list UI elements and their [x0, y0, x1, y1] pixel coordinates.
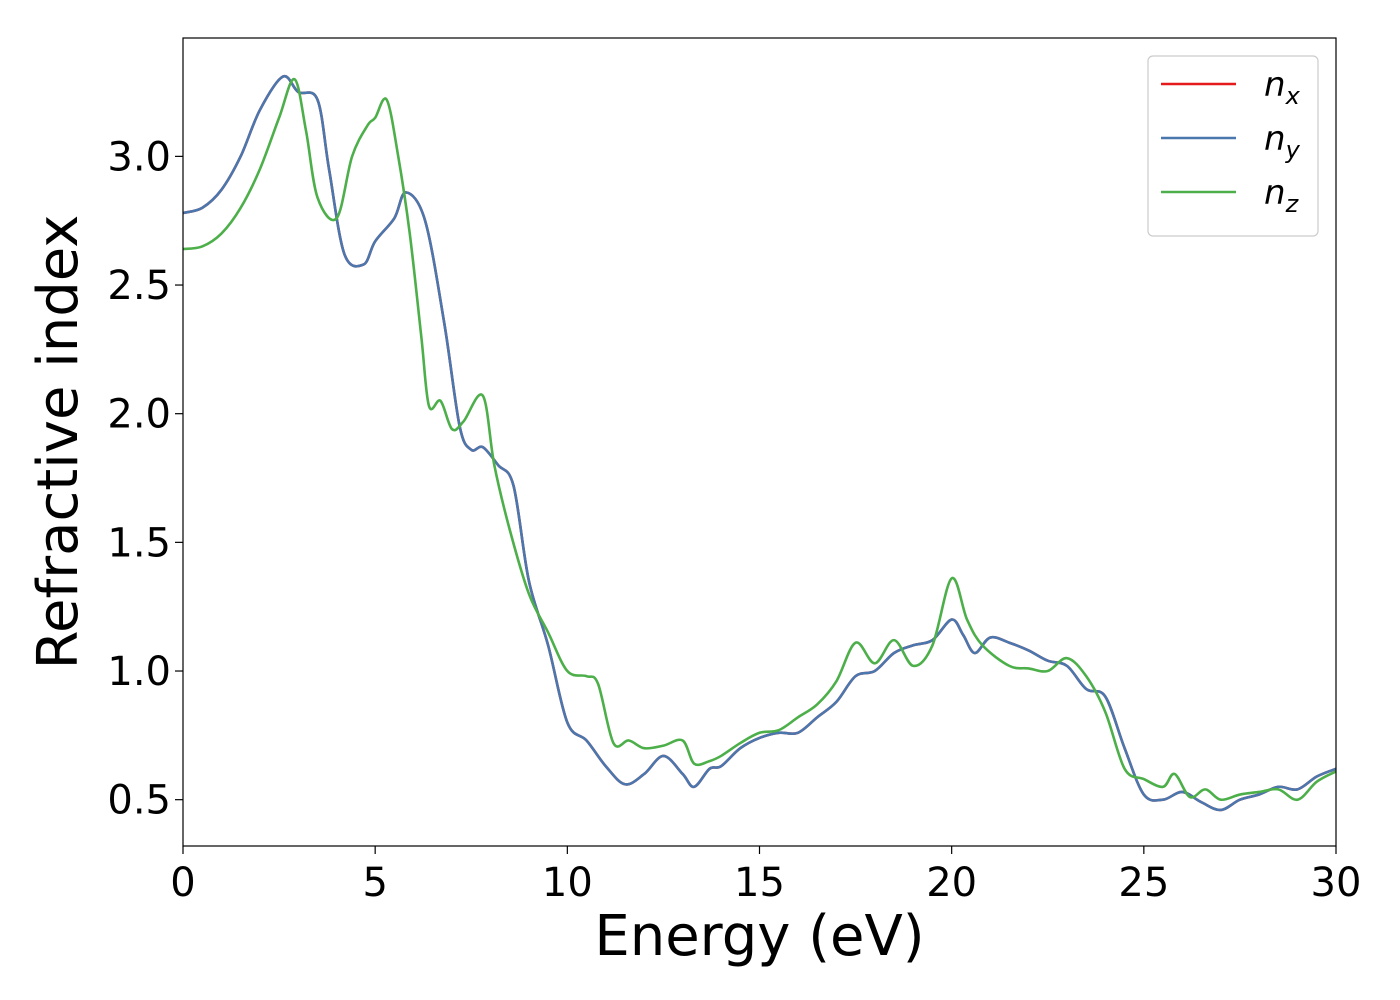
legend-label-nx: nx [1264, 65, 1301, 110]
y-tick-label: 1.5 [107, 520, 171, 566]
y-tick-label: 1.0 [107, 649, 171, 695]
y-axis-title: Refractive index [26, 215, 91, 670]
series-line-nz [183, 77, 1336, 802]
x-axis-ticks: 0 5 10 15 20 25 30 [170, 846, 1361, 906]
x-axis-title: Energy (eV) [594, 904, 924, 969]
series-line-ny [183, 74, 1336, 812]
legend: nx ny nz [1147, 55, 1319, 237]
x-tick-label: 15 [734, 860, 785, 906]
series-layer [183, 74, 1336, 812]
x-tick-label: 5 [362, 860, 387, 906]
x-tick-label: 25 [1118, 860, 1169, 906]
y-tick-label: 0.5 [107, 778, 171, 824]
y-tick-label: 3.0 [107, 134, 171, 180]
legend-label-ny: ny [1264, 119, 1301, 164]
legend-label-nz: nz [1264, 173, 1300, 218]
x-tick-label: 30 [1311, 860, 1362, 906]
x-tick-label: 10 [542, 860, 593, 906]
y-axis-ticks: 0.5 1.0 1.5 2.0 2.5 3.0 [107, 134, 183, 824]
x-tick-label: 0 [170, 860, 195, 906]
y-tick-label: 2.0 [107, 392, 171, 438]
y-tick-label: 2.5 [107, 263, 171, 309]
x-tick-label: 20 [926, 860, 977, 906]
